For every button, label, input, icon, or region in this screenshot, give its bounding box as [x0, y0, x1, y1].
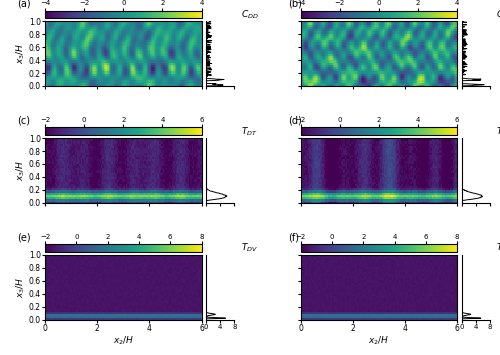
- Text: (f): (f): [288, 232, 299, 242]
- Text: $T_{DV}$: $T_{DV}$: [496, 242, 500, 254]
- Text: $C_{DD}$: $C_{DD}$: [240, 8, 258, 21]
- Text: $T_{DT}$: $T_{DT}$: [496, 125, 500, 137]
- Y-axis label: $x_3/H$: $x_3/H$: [15, 43, 28, 64]
- Text: (b): (b): [288, 0, 302, 9]
- Text: (e): (e): [17, 232, 30, 242]
- Text: $C_{DD}$: $C_{DD}$: [496, 8, 500, 21]
- Text: $T_{DT}$: $T_{DT}$: [240, 125, 258, 137]
- Text: (c): (c): [17, 115, 30, 125]
- X-axis label: $x_2/H$: $x_2/H$: [368, 334, 390, 346]
- Text: (a): (a): [17, 0, 30, 9]
- Text: (d): (d): [288, 115, 302, 125]
- Text: $T_{DV}$: $T_{DV}$: [240, 242, 258, 254]
- Y-axis label: $x_3/H$: $x_3/H$: [15, 160, 28, 181]
- X-axis label: $x_2/H$: $x_2/H$: [112, 334, 134, 346]
- Y-axis label: $x_3/H$: $x_3/H$: [15, 277, 28, 298]
